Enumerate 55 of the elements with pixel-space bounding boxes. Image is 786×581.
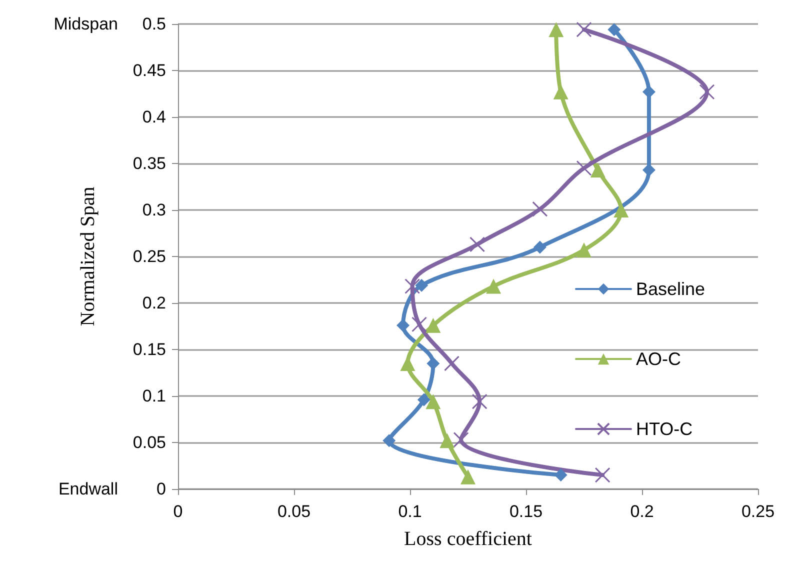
x-tick-label: 0.1	[398, 502, 422, 521]
point	[533, 240, 546, 254]
y-tick-label: 0.15	[132, 340, 166, 359]
point	[404, 278, 420, 294]
point	[382, 434, 396, 448]
y-tick-label: 0.2	[142, 294, 166, 312]
point	[426, 394, 441, 410]
point	[472, 394, 488, 410]
x-tick-label: 0.2	[630, 502, 654, 521]
legend-label: HTO-C	[636, 419, 693, 439]
point	[417, 393, 430, 406]
point	[460, 469, 476, 484]
point	[608, 23, 621, 36]
point	[426, 356, 440, 370]
y-tick-label: 0.5	[142, 14, 166, 34]
text: Midspan	[54, 14, 118, 34]
x-tick-label: 0.05	[277, 502, 311, 521]
point	[699, 84, 715, 100]
y-tick-label: 0.35	[132, 154, 166, 173]
y-tick-label: 0.05	[132, 433, 166, 452]
point	[642, 85, 656, 98]
point	[614, 202, 629, 218]
point	[532, 201, 548, 217]
point	[594, 467, 610, 483]
point	[415, 278, 428, 292]
point	[396, 318, 410, 332]
y-tick-label: 0	[156, 480, 166, 498]
y-tick-label: 0.3	[142, 200, 166, 220]
x-axis-title: Loss coefficient	[404, 528, 532, 550]
point	[444, 356, 460, 372]
point	[440, 433, 455, 448]
point	[412, 316, 428, 332]
point	[426, 318, 441, 333]
point	[553, 84, 568, 100]
legend-label: Baseline	[636, 279, 706, 299]
point	[576, 160, 592, 176]
point	[486, 278, 502, 294]
point	[576, 22, 592, 38]
y-axis-title: Normalized Span	[77, 186, 99, 326]
x-tick-label: 0.25	[741, 502, 775, 521]
legend-label: AO-C	[636, 349, 681, 369]
y-tick-label: 0.4	[142, 108, 166, 126]
point	[470, 236, 486, 252]
x-tick-label: 0	[173, 502, 183, 521]
point	[554, 468, 568, 482]
point	[453, 432, 469, 448]
text: Endwall	[58, 480, 118, 498]
y-tick-label: 0.25	[132, 247, 166, 266]
point	[576, 242, 592, 258]
x-tick-label: 0.15	[509, 502, 543, 521]
point	[642, 164, 656, 177]
y-tick-label: 0.1	[142, 386, 166, 406]
y-tick-label: 0.45	[132, 61, 166, 80]
point	[548, 22, 564, 38]
point	[590, 162, 606, 178]
